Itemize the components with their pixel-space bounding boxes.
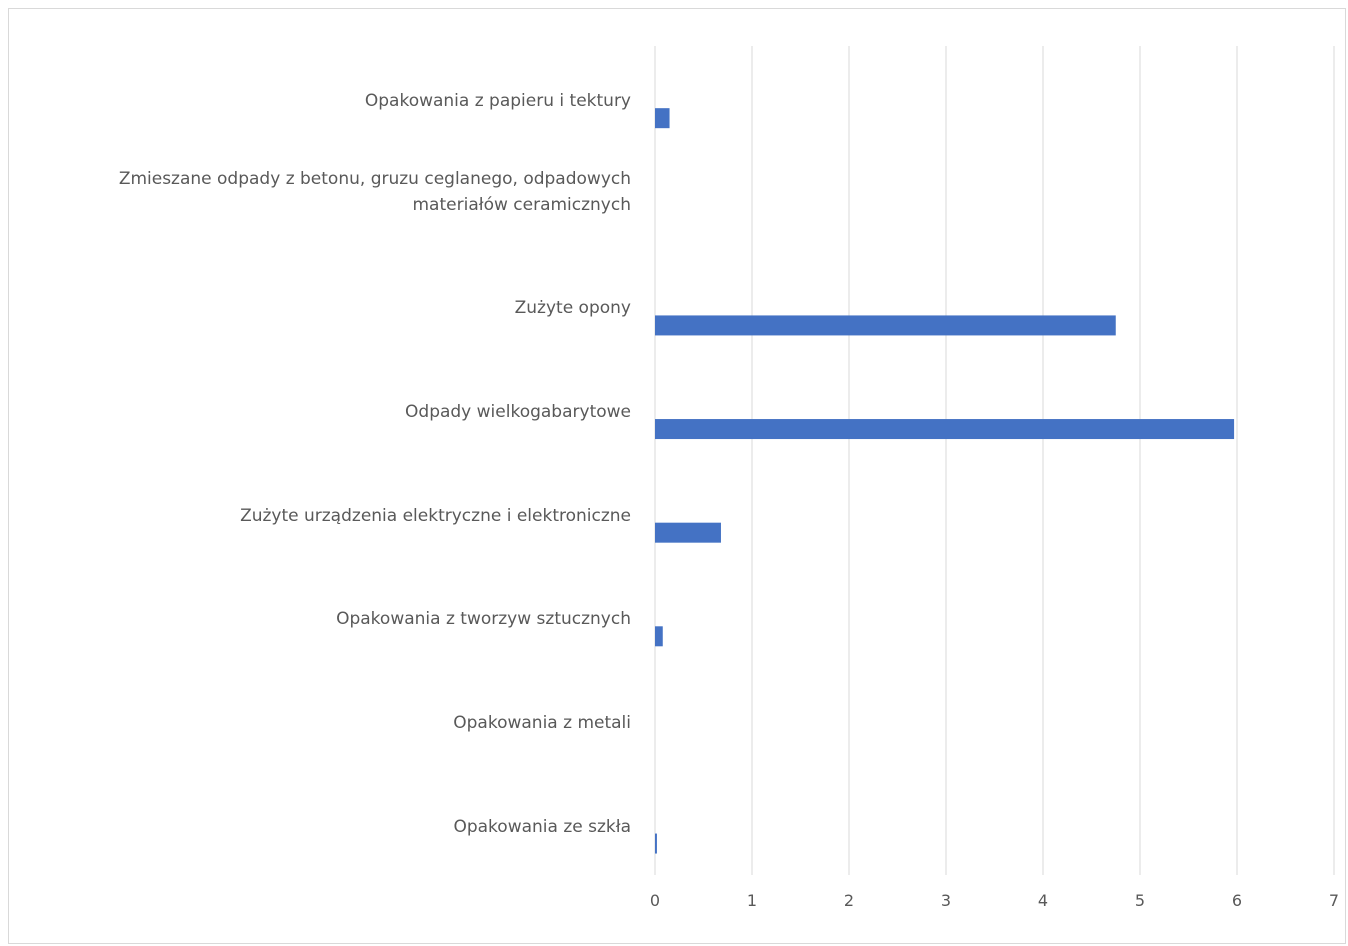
bar <box>655 419 1235 440</box>
x-tick-label: 7 <box>1329 891 1339 910</box>
bar <box>655 522 721 543</box>
x-tick-label: 0 <box>650 891 660 910</box>
category-label: Opakowania z metali <box>453 712 631 733</box>
x-tick-label: 6 <box>1232 891 1242 910</box>
category-label: Zużyte opony <box>514 298 631 319</box>
category-label: Opakowania z papieru i tektury <box>364 91 631 112</box>
bar <box>655 108 670 129</box>
bar <box>655 315 1116 336</box>
x-tick-label: 3 <box>941 891 951 910</box>
bar <box>655 626 663 647</box>
chart-frame <box>8 8 1346 944</box>
category-label: Opakowania ze szkła <box>453 816 631 837</box>
category-label: Opakowania z tworzyw sztucznych <box>336 609 631 630</box>
category-label: Zużyte urządzenia elektryczne i elektron… <box>240 505 631 526</box>
x-tick-label: 4 <box>1038 891 1048 910</box>
bar <box>655 833 657 854</box>
x-tick-label: 2 <box>844 891 854 910</box>
category-label: Zmieszane odpady z betonu, gruzu ceglane… <box>118 168 631 215</box>
x-tick-label: 5 <box>1135 891 1145 910</box>
category-label: Odpady wielkogabarytowe <box>405 402 631 423</box>
x-tick-label: 1 <box>747 891 757 910</box>
